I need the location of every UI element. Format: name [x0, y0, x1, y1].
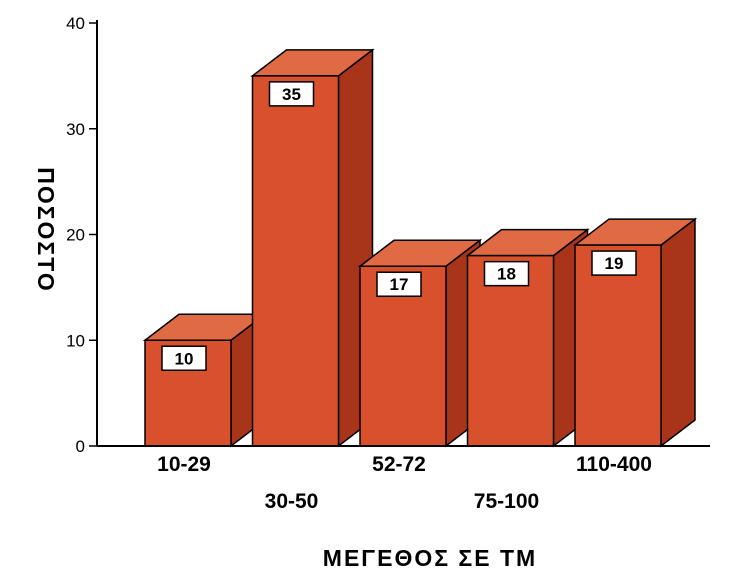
axes-group: [96, 20, 710, 447]
bar-front-face: [251, 75, 340, 447]
bar: 17: [357, 238, 483, 448]
data-label: 19: [605, 254, 624, 273]
y-tick-label: 40: [66, 14, 85, 33]
bars-group: 10 35 17 18 19: [142, 48, 698, 448]
y-tick-label: 0: [76, 437, 85, 456]
y-tick-label: 30: [66, 120, 85, 139]
data-label: 10: [175, 349, 194, 368]
bar: 19: [572, 217, 698, 448]
y-ticks-group: 0 10 20 30 40: [66, 14, 97, 456]
bar: 10: [142, 312, 268, 448]
data-label-box: [376, 271, 422, 297]
data-label: 18: [497, 265, 516, 284]
x-labels-group: 10-29 30-50 52-72 75-100 110-400: [157, 453, 652, 513]
bar-front-face: [574, 244, 662, 447]
x-category-label: 110-400: [576, 453, 652, 476]
data-label-box: [591, 250, 637, 276]
data-label-box: [161, 345, 207, 371]
x-category-label: 30-50: [265, 490, 319, 513]
bar-front-face: [466, 254, 555, 447]
x-category-label: 52-72: [372, 453, 426, 476]
data-label: 35: [282, 85, 301, 104]
bar-side-face: [660, 217, 696, 448]
y-tick-label: 20: [66, 226, 85, 245]
x-axis-title: ΜΕΓΕΘΟΣ ΣΕ ΤΜ: [323, 545, 537, 571]
y-axis-title: ΠΟΣΟΣΤΟ: [33, 167, 59, 293]
bar: 35: [250, 48, 375, 448]
bar: 18: [465, 228, 590, 448]
y-tick-label: 10: [66, 331, 85, 350]
data-label: 17: [390, 275, 409, 294]
data-label-box: [483, 260, 530, 287]
data-label-box: [268, 81, 315, 107]
x-category-label: 10-29: [157, 453, 211, 476]
x-category-label: 75-100: [474, 490, 539, 513]
